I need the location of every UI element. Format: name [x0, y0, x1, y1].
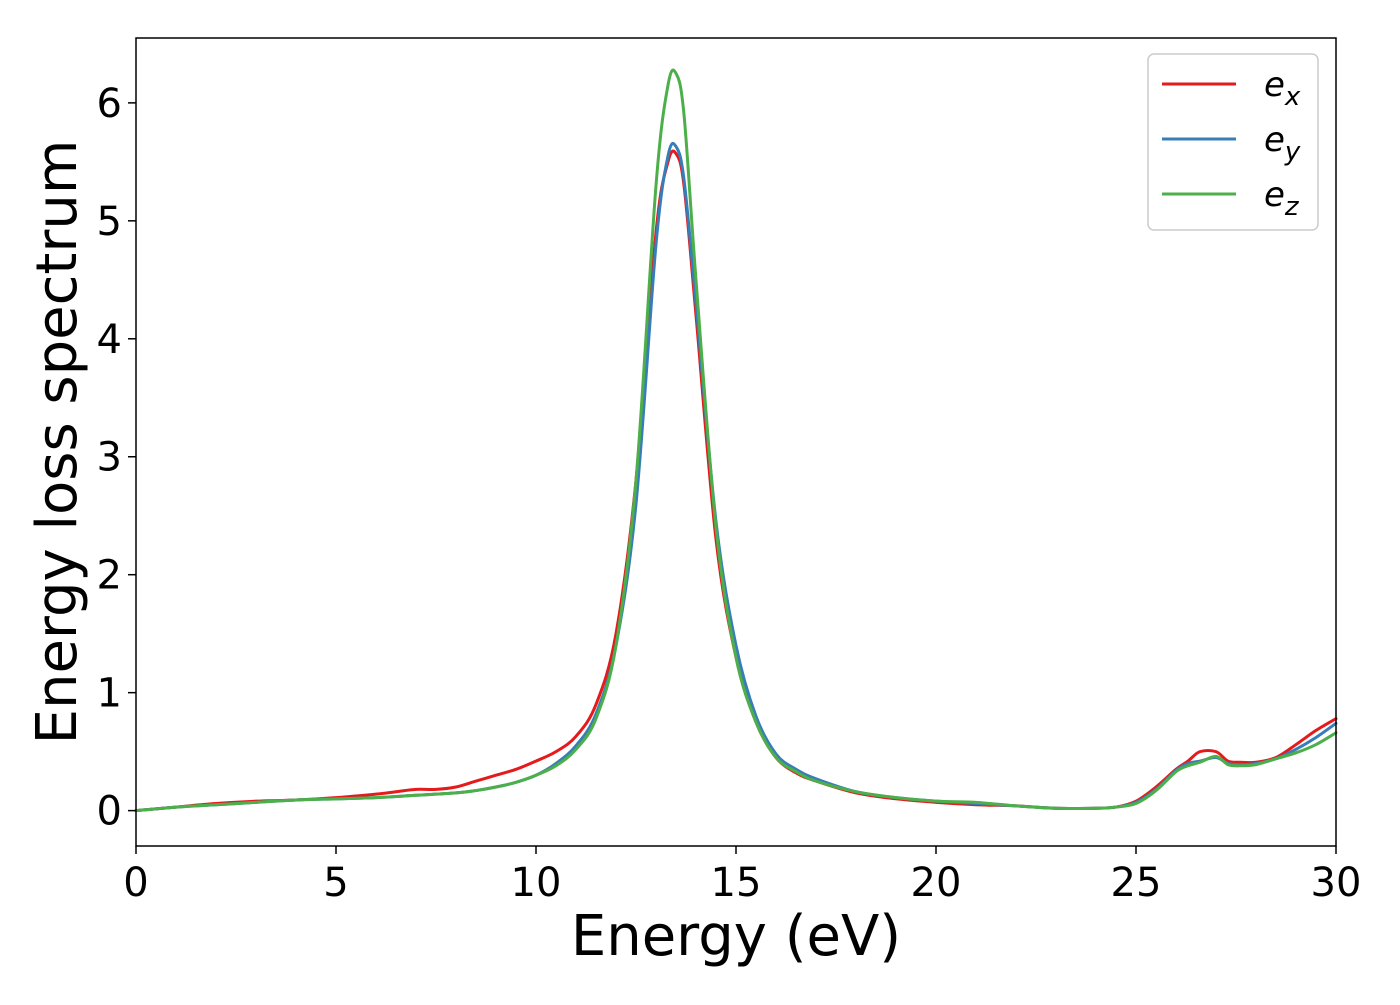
series-line-z — [134, 68, 1338, 813]
y-axis-title: Energy loss spectrum — [25, 140, 90, 745]
series-layer — [134, 68, 1338, 813]
legend-label-z: ez — [1264, 175, 1300, 222]
y-tick-label: 4 — [97, 317, 122, 363]
y-tick-label: 1 — [97, 671, 122, 717]
x-tick-label: 0 — [123, 860, 148, 906]
y-tick-label: 0 — [97, 789, 122, 835]
y-axis-ticks: 0 1 2 3 4 5 6 — [97, 81, 136, 835]
x-tick-label: 30 — [1311, 860, 1362, 906]
x-tick-label: 25 — [1111, 860, 1162, 906]
x-tick-label: 20 — [911, 860, 962, 906]
x-axis-ticks: 0 5 10 15 20 25 30 — [123, 846, 1361, 906]
legend-box — [1147, 53, 1319, 231]
series-line-y — [134, 141, 1338, 813]
y-tick-label: 2 — [97, 553, 122, 599]
y-tick-label: 6 — [97, 81, 122, 127]
x-axis-title: Energy (eV) — [571, 904, 901, 969]
y-tick-label: 5 — [97, 199, 122, 245]
y-tick-label: 3 — [97, 435, 122, 481]
x-tick-label: 15 — [711, 860, 762, 906]
series-line-x — [134, 149, 1338, 813]
x-tick-label: 5 — [323, 860, 348, 906]
x-tick-label: 10 — [511, 860, 562, 906]
